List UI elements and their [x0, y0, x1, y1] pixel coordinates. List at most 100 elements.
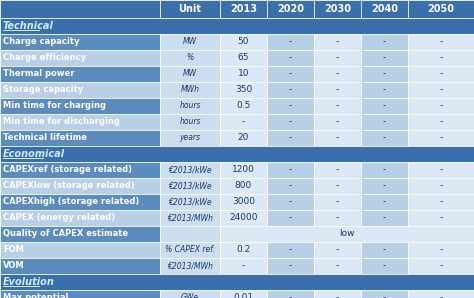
Text: 2040: 2040	[371, 4, 398, 14]
Text: -: -	[439, 198, 443, 207]
Text: -: -	[289, 198, 292, 207]
Bar	[0, 178, 160, 194]
Text: Thermal power: Thermal power	[3, 69, 74, 78]
Text: -: -	[439, 134, 443, 142]
Bar	[160, 242, 220, 258]
Text: -: -	[336, 117, 339, 126]
Text: -: -	[383, 102, 386, 111]
Bar	[361, 194, 408, 210]
Bar	[314, 242, 361, 258]
Text: -: -	[336, 69, 339, 78]
Bar	[220, 162, 267, 178]
Text: -: -	[439, 213, 443, 223]
Text: low: low	[339, 229, 355, 238]
Text: 65: 65	[238, 54, 249, 63]
Text: 24000: 24000	[229, 213, 258, 223]
Bar	[220, 114, 267, 130]
Bar	[361, 258, 408, 274]
Bar	[0, 130, 160, 146]
Text: 2020: 2020	[277, 4, 304, 14]
Bar	[267, 210, 314, 226]
Text: -: -	[336, 198, 339, 207]
Bar	[160, 0, 220, 18]
Bar	[408, 210, 474, 226]
Text: -: -	[289, 165, 292, 175]
Bar	[408, 130, 474, 146]
Bar	[408, 82, 474, 98]
Bar	[0, 258, 160, 274]
Bar	[314, 66, 361, 82]
Bar	[0, 34, 160, 50]
Bar	[0, 162, 160, 178]
Text: years: years	[180, 134, 201, 142]
Text: -: -	[289, 117, 292, 126]
Bar	[0, 114, 160, 130]
Bar	[0, 290, 160, 298]
Text: Storage capacity: Storage capacity	[3, 86, 83, 94]
Bar	[0, 210, 160, 226]
Bar	[314, 258, 361, 274]
Bar	[408, 162, 474, 178]
Text: 2050: 2050	[428, 4, 455, 14]
Text: Unit: Unit	[179, 4, 201, 14]
Text: -: -	[336, 294, 339, 298]
Bar	[160, 162, 220, 178]
Bar	[267, 242, 314, 258]
Text: 1200: 1200	[232, 165, 255, 175]
Bar	[361, 290, 408, 298]
Text: -: -	[289, 294, 292, 298]
Bar	[0, 146, 474, 162]
Bar	[160, 50, 220, 66]
Bar	[160, 130, 220, 146]
Text: -: -	[439, 102, 443, 111]
Bar	[314, 98, 361, 114]
Bar	[314, 130, 361, 146]
Bar	[408, 290, 474, 298]
Text: % CAPEX ref.: % CAPEX ref.	[165, 246, 215, 254]
Bar	[361, 0, 408, 18]
Text: Min time for discharging: Min time for discharging	[3, 117, 120, 126]
Text: CAPEXhigh (storage related): CAPEXhigh (storage related)	[3, 198, 139, 207]
Text: €2013/kWe: €2013/kWe	[168, 165, 212, 175]
Bar	[220, 178, 267, 194]
Bar	[160, 82, 220, 98]
Bar	[361, 130, 408, 146]
Bar	[408, 258, 474, 274]
Text: 2030: 2030	[324, 4, 351, 14]
Text: -: -	[383, 134, 386, 142]
Text: GWe: GWe	[181, 294, 199, 298]
Bar	[408, 50, 474, 66]
Text: -: -	[336, 134, 339, 142]
Bar	[314, 194, 361, 210]
Text: -: -	[383, 117, 386, 126]
Bar	[0, 50, 160, 66]
Text: -: -	[439, 165, 443, 175]
Text: -: -	[383, 86, 386, 94]
Text: 350: 350	[235, 86, 252, 94]
Bar	[408, 242, 474, 258]
Text: 0.2: 0.2	[237, 246, 251, 254]
Text: 3000: 3000	[232, 198, 255, 207]
Bar	[267, 98, 314, 114]
Bar	[314, 290, 361, 298]
Bar	[267, 162, 314, 178]
Text: €2013/kWe: €2013/kWe	[168, 198, 212, 207]
Bar	[361, 210, 408, 226]
Text: -: -	[383, 38, 386, 46]
Text: -: -	[383, 294, 386, 298]
Bar	[220, 82, 267, 98]
Text: Economical: Economical	[3, 149, 65, 159]
Text: -: -	[289, 86, 292, 94]
Bar	[408, 114, 474, 130]
Bar	[220, 258, 267, 274]
Bar	[408, 0, 474, 18]
Bar	[0, 242, 160, 258]
Bar	[267, 130, 314, 146]
Text: -: -	[383, 181, 386, 190]
Text: Charge capacity: Charge capacity	[3, 38, 80, 46]
Bar	[314, 210, 361, 226]
Bar	[408, 66, 474, 82]
Text: -: -	[336, 181, 339, 190]
Bar	[220, 242, 267, 258]
Text: Evolution: Evolution	[3, 277, 55, 287]
